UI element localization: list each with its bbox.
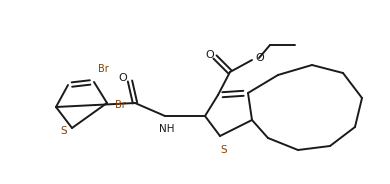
Text: NH: NH [159, 124, 175, 134]
Text: Br: Br [98, 64, 109, 74]
Text: O: O [206, 50, 214, 60]
Text: Br: Br [115, 100, 126, 110]
Text: S: S [61, 126, 67, 136]
Text: S: S [221, 145, 227, 155]
Text: O: O [255, 53, 264, 63]
Text: O: O [119, 73, 128, 83]
